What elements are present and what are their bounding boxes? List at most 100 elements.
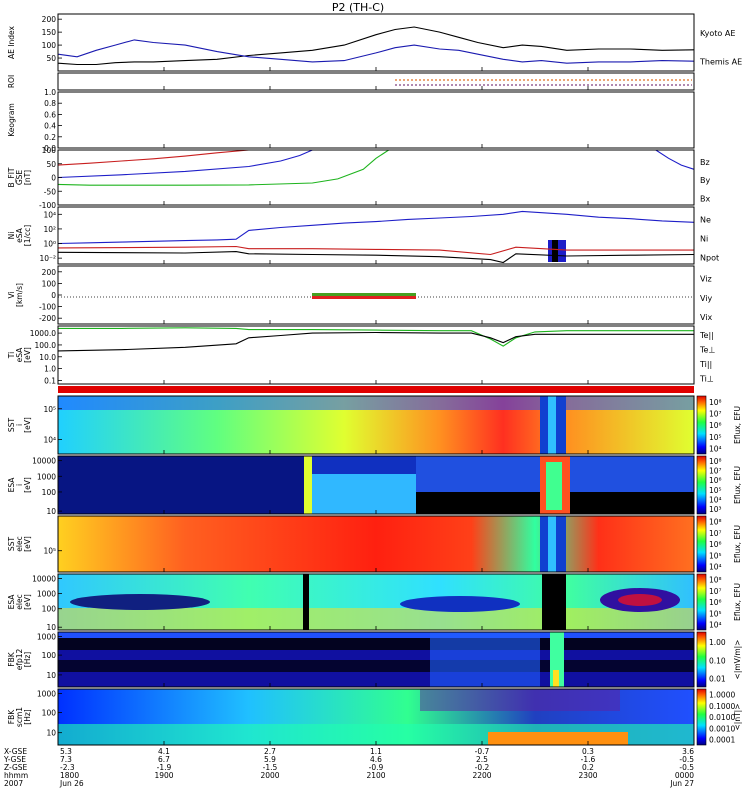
xaxis-value-0-3: 1800 — [60, 771, 79, 780]
xaxis-value-4-1: 2.5 — [476, 755, 488, 764]
ytick-label-fbk_b: 1000 — [37, 689, 56, 698]
xaxis-value-4-0: -0.7 — [475, 747, 490, 756]
ylabel-bfit-0: B_FIT — [7, 167, 16, 187]
ylabel-sst_i-2: [eV] — [23, 417, 32, 433]
ytick-label-fbk_e: 1000 — [37, 632, 56, 641]
xaxis-value-5-0: 0.3 — [582, 747, 594, 756]
xaxis-row-label-0: X-GSE — [4, 747, 27, 756]
colorbar-label-sst_e: Eflux, EFU — [733, 525, 742, 563]
ytick-label-ni: 10² — [43, 225, 56, 234]
legend-ti-0: Te|| — [699, 331, 714, 340]
ytick-label-vi: 100 — [42, 279, 57, 288]
ytick-label-keogram: 0.0 — [44, 144, 56, 153]
colorbar-tick-fbk_b: 0.0001 — [709, 736, 735, 745]
ytick-label-ti: 0.1 — [44, 376, 56, 385]
ytick-label-ae: 100 — [42, 41, 57, 50]
xaxis-value-1-3: 1900 — [154, 771, 173, 780]
ytick-label-ni: 10⁴ — [43, 210, 56, 219]
xaxis-row-label-3: hhmm — [4, 771, 28, 780]
legend-ae-1: Themis AE — [699, 57, 742, 66]
roi-markers — [395, 79, 692, 86]
ylabel-ti-0: Ti — [7, 352, 16, 359]
series-bfit-bx — [57, 149, 313, 179]
ylabel-ni-1: eSA — [15, 227, 24, 243]
colorbar-tick-sst_i: 10⁸ — [709, 398, 722, 407]
ytick-label-keogram: 0.6 — [44, 110, 56, 119]
line-series-layer — [57, 26, 695, 352]
ytick-label-sst_i: 10⁵ — [43, 405, 56, 414]
ytick-label-keogram: 1.0 — [44, 88, 56, 97]
xaxis-value-1-0: 4.1 — [158, 747, 170, 756]
ytick-label-esa_e: 100 — [42, 605, 57, 614]
xaxis-value-6-1: -0.5 — [679, 755, 694, 764]
ylabel-sst_i-1: i — [15, 424, 24, 426]
legend-ti-3: Ti⊥ — [699, 375, 714, 384]
legend-ni-1: Ni — [700, 234, 708, 243]
colorbar-tick-sst_e: 10⁸ — [709, 518, 722, 527]
ytick-label-ti: 1000.0 — [30, 329, 56, 338]
legend-bfit-0: Bz — [700, 158, 710, 167]
colorbar-tick-esa_i: 10³ — [709, 505, 722, 514]
xaxis-value-3-2: -0.9 — [369, 763, 384, 772]
xaxis-value-4-2: -0.2 — [475, 763, 490, 772]
ylabel-vi-0: Vi — [7, 291, 16, 298]
ytick-label-esa_e: 10 — [46, 623, 56, 632]
xaxis-value-0-4: Jun 26 — [59, 779, 84, 788]
ytick-label-ti: 100.0 — [35, 341, 57, 350]
xaxis-value-2-3: 2000 — [260, 771, 279, 780]
colorbar-tick-sst_e: 10⁵ — [709, 551, 722, 560]
ylabel-fbk_b-2: [Hz] — [23, 709, 32, 725]
ytick-label-vi: 200 — [42, 268, 57, 277]
colorbar-tick-fbk_e: 0.10 — [709, 656, 726, 665]
xaxis-value-1-1: 6.7 — [158, 755, 170, 764]
ylabel-vi-1: [km/s] — [15, 283, 24, 307]
legend-ti-2: Ti|| — [699, 360, 712, 369]
panel-frame-keogram — [57, 91, 695, 149]
series-bfit-bx — [655, 149, 695, 170]
ylabel-sst_e-2: [eV] — [23, 536, 32, 552]
ytick-label-fbk_b: 10 — [46, 729, 56, 738]
figure-title: P2 (TH-C) — [332, 1, 384, 14]
legend-ti-1: Te⊥ — [699, 346, 715, 355]
xaxis-value-6-4: Jun 27 — [669, 779, 694, 788]
series-ae-kyoto-ae — [57, 39, 695, 64]
ytick-label-bfit: -100 — [39, 201, 56, 210]
xaxis-value-0-0: 5.3 — [60, 747, 72, 756]
xaxis-value-2-2: -1.5 — [263, 763, 278, 772]
xaxis-value-6-2: -0.5 — [679, 763, 694, 772]
ytick-label-ae: 150 — [42, 28, 57, 37]
xaxis-value-0-2: -2.3 — [60, 763, 75, 772]
ytick-label-bfit: 0 — [51, 174, 56, 183]
ytick-label-ae: 50 — [46, 54, 56, 63]
series-bfit-by — [57, 149, 390, 186]
ytick-label-ni: 10⁰ — [43, 240, 56, 249]
xaxis-value-6-3: 0000 — [675, 771, 694, 780]
legend-ni-2: Npot — [700, 253, 719, 262]
xaxis-value-1-2: -1.9 — [157, 763, 172, 772]
colorbar-tick-esa_i: 10⁸ — [709, 457, 722, 466]
colorbar-tick-sst_e: 10⁷ — [709, 529, 722, 538]
colorbar-label-esa_i: Eflux, EFU — [733, 466, 742, 504]
series-ni-npot — [57, 210, 695, 245]
xaxis-row-label-2: Z-GSE — [4, 763, 28, 772]
ylabel-esa_i-2: [eV] — [23, 477, 32, 493]
ytick-label-fbk_e: 100 — [42, 651, 57, 660]
legend-bfit-2: Bx — [700, 195, 710, 204]
colorbar-label-fbk_b: <|nT|> — [733, 704, 742, 731]
colorbar-label-fbk_e: <|mV/m|> — [733, 640, 742, 680]
xaxis-value-5-3: 2300 — [578, 771, 597, 780]
legend-vi-2: Vix — [700, 313, 713, 322]
ylabel-esa_e-2: [eV] — [23, 594, 32, 610]
ytick-label-ti: 10.0 — [39, 353, 56, 362]
series-bfit-bz — [57, 149, 249, 166]
colorbar-tick-fbk_b: 0.0100 — [709, 713, 735, 722]
ylabel-sst_e-0: SST — [7, 537, 16, 552]
ylabel-fbk_e-0: FBK — [7, 651, 16, 666]
ylabel-esa_e-0: ESA — [7, 594, 16, 610]
colorbar-tick-fbk_e: 0.01 — [709, 675, 726, 684]
xaxis-value-4-3: 2200 — [472, 771, 491, 780]
ylabel-roi-0: ROI — [7, 75, 16, 88]
colorbar-tick-esa_i: 10⁵ — [709, 486, 722, 495]
